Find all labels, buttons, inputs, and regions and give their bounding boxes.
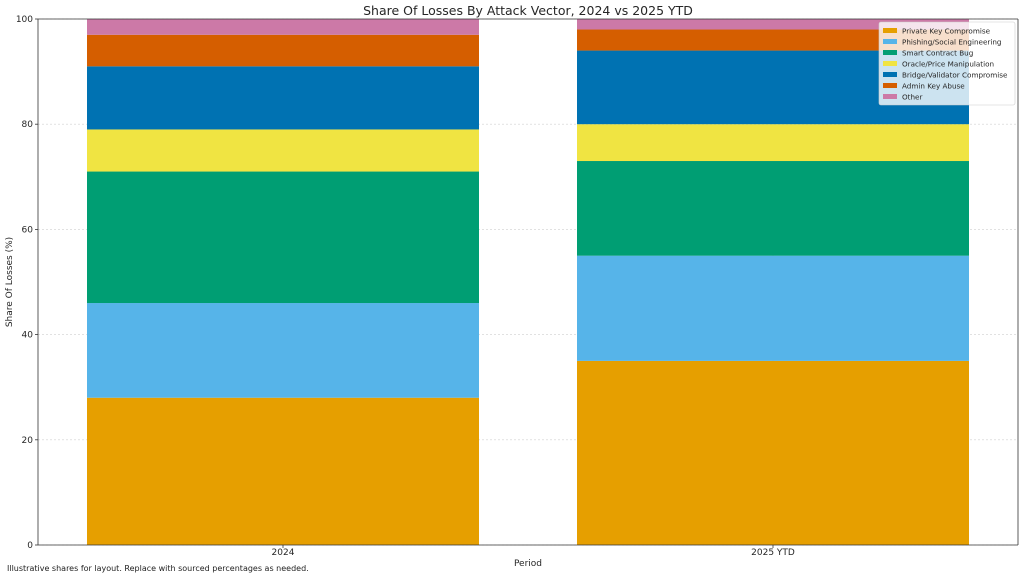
- axes: 0 20 40 60 80 100 2024 2025 YTD: [16, 15, 1019, 558]
- y-tick-label: 100: [16, 15, 33, 25]
- legend-swatch: [883, 94, 897, 99]
- bar-segment: [87, 66, 479, 130]
- bar-segment: [87, 34, 479, 67]
- legend-swatch: [883, 39, 897, 44]
- legend-box: [878, 21, 1016, 106]
- bars: [87, 19, 969, 545]
- y-tick-label: 0: [27, 541, 33, 551]
- footnote: Illustrative shares for layout. Replace …: [7, 564, 309, 573]
- bar-segment: [577, 360, 969, 545]
- bar-segment: [87, 303, 479, 398]
- legend-label: Other: [902, 93, 922, 102]
- legend-swatch: [883, 83, 897, 88]
- legend-label: Phishing/Social Engineering: [902, 38, 1001, 47]
- bar-segment: [87, 171, 479, 304]
- x-axis-label: Period: [514, 559, 542, 569]
- bar-segment: [87, 129, 479, 172]
- bar-segment: [577, 161, 969, 256]
- legend-swatch: [883, 28, 897, 33]
- bar-segment: [87, 19, 479, 35]
- legend: Private Key Compromise Phishing/Social En…: [878, 21, 1016, 106]
- bar-segment: [577, 19, 969, 30]
- y-tick-label: 20: [22, 436, 34, 446]
- x-tick-label: 2024: [272, 548, 295, 558]
- legend-label: Oracle/Price Manipulation: [902, 60, 994, 69]
- bar-segment: [577, 29, 969, 51]
- bar-segment: [577, 124, 969, 162]
- bar-segment: [577, 255, 969, 361]
- legend-label: Smart Contract Bug: [902, 49, 973, 58]
- legend-label: Admin Key Abuse: [902, 82, 965, 91]
- legend-swatch: [883, 61, 897, 66]
- legend-swatch: [883, 50, 897, 55]
- legend-swatch: [883, 72, 897, 77]
- y-axis-label: Share Of Losses (%): [5, 237, 15, 327]
- bar-segment: [87, 397, 479, 545]
- y-tick-label: 40: [22, 331, 34, 341]
- legend-label: Bridge/Validator Compromise: [902, 71, 1008, 80]
- x-tick-label: 2025 YTD: [751, 548, 795, 558]
- y-tick-label: 80: [22, 120, 34, 130]
- y-tick-label: 60: [22, 225, 34, 235]
- chart-title: Share Of Losses By Attack Vector, 2024 v…: [363, 3, 693, 18]
- legend-label: Private Key Compromise: [902, 27, 991, 36]
